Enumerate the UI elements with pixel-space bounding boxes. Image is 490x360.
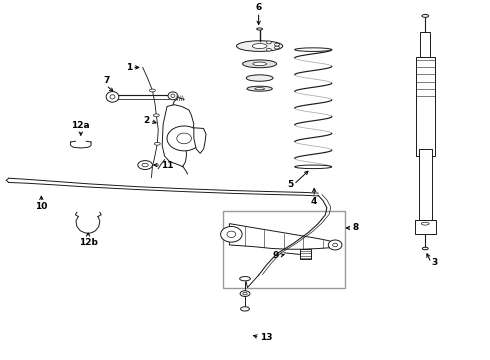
Ellipse shape xyxy=(171,94,175,98)
Text: 7: 7 xyxy=(103,76,109,85)
Text: 13: 13 xyxy=(260,333,272,342)
Circle shape xyxy=(220,226,242,242)
Polygon shape xyxy=(229,224,335,249)
Ellipse shape xyxy=(240,276,250,281)
Ellipse shape xyxy=(267,48,271,51)
Circle shape xyxy=(177,133,192,144)
Text: 2: 2 xyxy=(144,116,150,125)
Ellipse shape xyxy=(247,86,272,91)
Ellipse shape xyxy=(168,92,178,100)
Ellipse shape xyxy=(154,142,160,145)
Text: 12a: 12a xyxy=(72,121,90,130)
Bar xyxy=(415,220,436,234)
Ellipse shape xyxy=(294,165,332,168)
Ellipse shape xyxy=(253,62,267,66)
Ellipse shape xyxy=(241,307,249,311)
Ellipse shape xyxy=(422,14,429,17)
Text: 9: 9 xyxy=(273,251,279,260)
Circle shape xyxy=(167,126,201,151)
Ellipse shape xyxy=(267,41,271,44)
Bar xyxy=(223,211,345,288)
Ellipse shape xyxy=(106,91,119,102)
Bar xyxy=(416,57,435,156)
Ellipse shape xyxy=(257,28,263,30)
Ellipse shape xyxy=(142,163,148,167)
Circle shape xyxy=(333,243,338,247)
Ellipse shape xyxy=(240,291,250,296)
Text: 5: 5 xyxy=(288,180,294,189)
Bar xyxy=(419,149,432,220)
Circle shape xyxy=(328,240,342,250)
Ellipse shape xyxy=(294,48,332,51)
Text: 8: 8 xyxy=(352,224,359,233)
Ellipse shape xyxy=(255,87,265,90)
Bar xyxy=(300,249,311,259)
Ellipse shape xyxy=(422,247,428,250)
Ellipse shape xyxy=(252,44,267,49)
Ellipse shape xyxy=(243,60,277,68)
Ellipse shape xyxy=(421,222,429,225)
Text: 12b: 12b xyxy=(79,238,98,247)
Text: 1: 1 xyxy=(126,63,132,72)
Circle shape xyxy=(227,231,236,238)
Ellipse shape xyxy=(274,43,279,46)
Text: 3: 3 xyxy=(431,258,438,267)
Text: 4: 4 xyxy=(311,197,318,206)
Ellipse shape xyxy=(417,220,434,227)
Text: 6: 6 xyxy=(255,3,262,12)
Text: 10: 10 xyxy=(35,202,48,211)
Ellipse shape xyxy=(274,46,279,49)
Bar xyxy=(420,32,430,57)
Ellipse shape xyxy=(153,114,159,117)
Ellipse shape xyxy=(149,89,155,92)
Ellipse shape xyxy=(110,95,115,99)
Text: 11: 11 xyxy=(161,161,173,170)
Ellipse shape xyxy=(243,292,247,295)
Polygon shape xyxy=(162,105,194,167)
Polygon shape xyxy=(194,128,206,153)
Ellipse shape xyxy=(246,75,273,81)
Ellipse shape xyxy=(237,41,283,51)
Ellipse shape xyxy=(138,161,152,170)
